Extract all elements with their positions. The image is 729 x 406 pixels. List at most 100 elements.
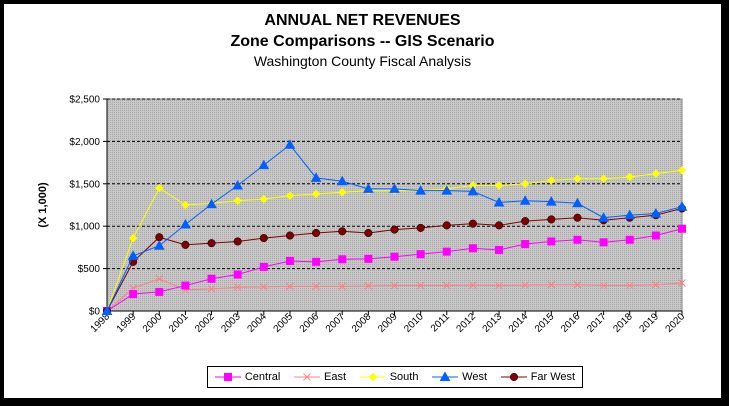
legend-marker-far-west	[509, 372, 518, 382]
x-tick-label: 2000	[141, 311, 165, 335]
plot-area	[106, 98, 683, 312]
x-tick-label: 2011	[429, 311, 452, 334]
x-tick-label: 2010	[402, 311, 426, 335]
data-point-east	[442, 281, 451, 290]
data-point-central	[651, 231, 660, 240]
legend-item-central: Central	[214, 371, 280, 383]
data-point-west	[153, 240, 165, 250]
data-point-west	[336, 175, 348, 186]
x-tick-label: 2005	[272, 311, 296, 335]
data-point-west	[389, 183, 400, 193]
data-point-central	[442, 247, 451, 256]
y-tick-label: $2,000	[69, 137, 100, 148]
data-point-far-west	[521, 217, 530, 226]
data-point-central	[625, 235, 634, 244]
y-tick-label: $1,000	[69, 222, 100, 233]
data-point-east	[625, 281, 634, 290]
data-point-west	[363, 183, 374, 193]
x-tick-label: 2002	[193, 311, 217, 335]
data-point-central	[416, 250, 425, 259]
data-point-west	[572, 197, 583, 208]
x-tick-label: 2012	[455, 311, 479, 335]
data-point-far-west	[364, 228, 373, 238]
data-point-west	[624, 209, 636, 220]
x-tick-label: 2001	[167, 311, 191, 335]
data-point-central	[468, 244, 477, 253]
data-point-central	[547, 237, 556, 246]
data-point-east	[652, 280, 660, 289]
data-point-far-west	[442, 221, 451, 230]
data-point-east	[233, 283, 242, 292]
data-point-east	[599, 281, 608, 290]
legend-item-south: South	[359, 371, 418, 383]
data-point-central	[678, 224, 686, 233]
data-point-west	[310, 172, 322, 182]
data-point-south	[233, 196, 242, 205]
data-point-central	[181, 281, 190, 290]
legend-swatch-east	[294, 373, 320, 381]
x-tick-label: 2004	[245, 311, 269, 335]
data-point-south	[155, 183, 164, 193]
data-point-far-west	[468, 219, 477, 228]
data-point-east	[416, 281, 425, 290]
y-axis-label: (X 1,000)	[37, 182, 49, 228]
data-point-west	[258, 159, 270, 170]
data-point-central	[233, 270, 242, 279]
legend-item-far-west: Far West	[500, 371, 575, 383]
data-point-central	[312, 257, 321, 266]
data-point-west	[676, 201, 688, 211]
legend-marker-central	[223, 373, 232, 381]
data-point-south	[338, 188, 347, 197]
data-point-east	[155, 274, 164, 283]
data-point-south	[494, 181, 504, 190]
x-tick-label: 2008	[350, 311, 374, 335]
data-point-south	[259, 194, 269, 204]
x-tick-label: 2015	[533, 311, 557, 335]
data-point-west	[493, 196, 505, 207]
data-point-east	[390, 281, 399, 290]
data-point-east	[364, 282, 373, 290]
data-point-east	[286, 282, 294, 291]
x-tick-label: 2003	[219, 311, 243, 335]
y-tick-label: $500	[78, 264, 101, 275]
data-point-south	[520, 179, 530, 189]
data-point-west	[284, 139, 296, 149]
data-point-central	[129, 290, 138, 299]
data-point-south	[285, 191, 295, 200]
x-tick-label: 2016	[559, 311, 583, 335]
data-point-east	[312, 282, 320, 291]
x-tick-label: 2020	[664, 311, 688, 335]
data-point-far-west	[573, 213, 582, 222]
data-point-south	[625, 172, 634, 182]
data-point-east	[495, 281, 503, 290]
data-point-west	[467, 185, 479, 196]
data-point-south	[651, 169, 661, 178]
data-point-south	[599, 174, 608, 183]
data-point-west	[650, 207, 662, 218]
data-point-west	[415, 185, 426, 195]
data-point-central	[599, 238, 608, 247]
data-point-west	[127, 250, 139, 260]
legend-swatch-west	[432, 372, 459, 381]
legend-swatch-south	[359, 372, 386, 382]
x-tick-label: 2019	[637, 311, 661, 335]
data-point-far-west	[416, 223, 425, 232]
x-tick-label: 1999	[115, 311, 139, 335]
data-point-west	[441, 185, 453, 195]
data-point-south	[128, 233, 138, 243]
x-tick-label: 2006	[298, 311, 322, 335]
data-point-west	[180, 218, 191, 229]
data-point-east	[207, 285, 216, 293]
x-tick-label: 2009	[376, 311, 400, 335]
data-point-west	[519, 195, 531, 205]
data-point-east	[259, 282, 268, 291]
x-tick-label: 2014	[507, 311, 531, 335]
data-point-west	[545, 196, 557, 206]
legend-label: West	[462, 371, 487, 383]
data-point-far-west	[181, 240, 190, 249]
legend-marker-east	[303, 373, 311, 381]
data-point-far-west	[547, 215, 556, 224]
y-tick-label: $0	[89, 307, 101, 318]
data-point-east	[573, 280, 582, 289]
